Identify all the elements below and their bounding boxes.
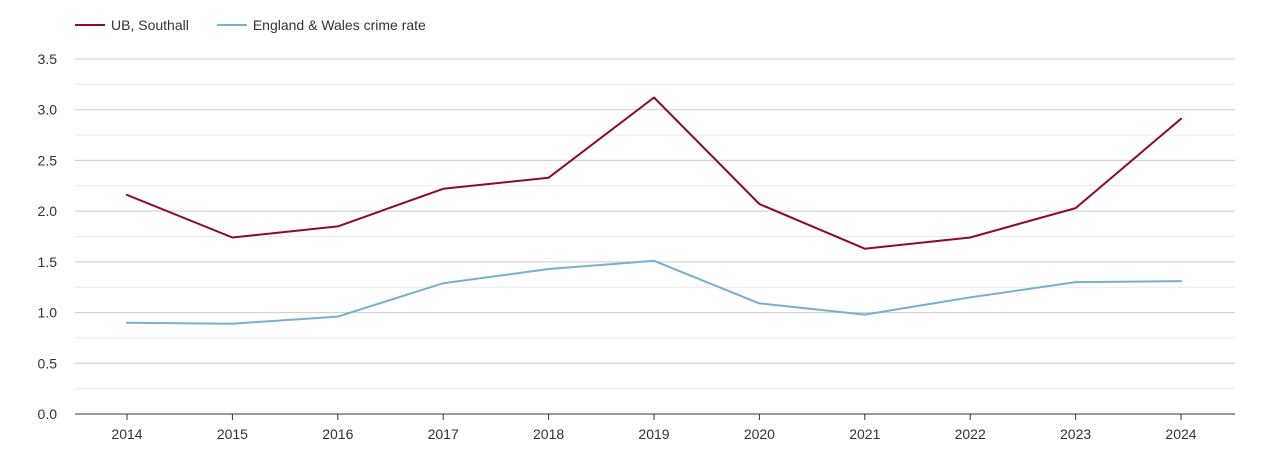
y-tick-label: 2.0 (38, 203, 58, 219)
x-tick-label: 2022 (955, 426, 986, 442)
legend: UB, Southall England & Wales crime rate (75, 17, 426, 33)
y-tick-label: 1.5 (38, 254, 58, 270)
x-tick-label: 2018 (533, 426, 564, 442)
y-tick-label: 2.5 (38, 152, 58, 168)
y-tick-label: 0.0 (38, 406, 58, 422)
legend-label: UB, Southall (111, 17, 189, 33)
y-tick-label: 3.0 (38, 102, 58, 118)
x-tick-label: 2016 (322, 426, 353, 442)
series-line-england-wales-crime-rate (126, 259, 1182, 325)
x-tick-label: 2014 (111, 426, 142, 442)
legend-item-england-wales-crime-rate[interactable]: England & Wales crime rate (216, 17, 426, 33)
x-tick-label: 2023 (1060, 426, 1091, 442)
series-line-ub-southall (126, 96, 1182, 250)
x-tick-label: 2015 (217, 426, 248, 442)
x-axis: 2014 2015 2016 2017 2018 2019 2020 2021 2022 2023… (75, 413, 1235, 442)
grid (75, 58, 1235, 390)
x-tick-label: 2019 (638, 426, 669, 442)
series-group (126, 96, 1182, 325)
y-tick-label: 3.5 (38, 51, 58, 67)
y-tick-label: 0.5 (38, 355, 58, 371)
y-axis: 0.0 0.5 1.0 1.5 2.0 2.5 3.0 3.5 (38, 51, 58, 422)
x-tick-label: 2020 (744, 426, 775, 442)
legend-item-ub-southall[interactable]: UB, Southall (75, 17, 189, 33)
x-tick-label: 2024 (1165, 426, 1196, 442)
y-tick-label: 1.0 (38, 305, 58, 321)
x-tick-label: 2021 (849, 426, 880, 442)
legend-label: England & Wales crime rate (253, 17, 426, 33)
x-tick-label: 2017 (428, 426, 459, 442)
